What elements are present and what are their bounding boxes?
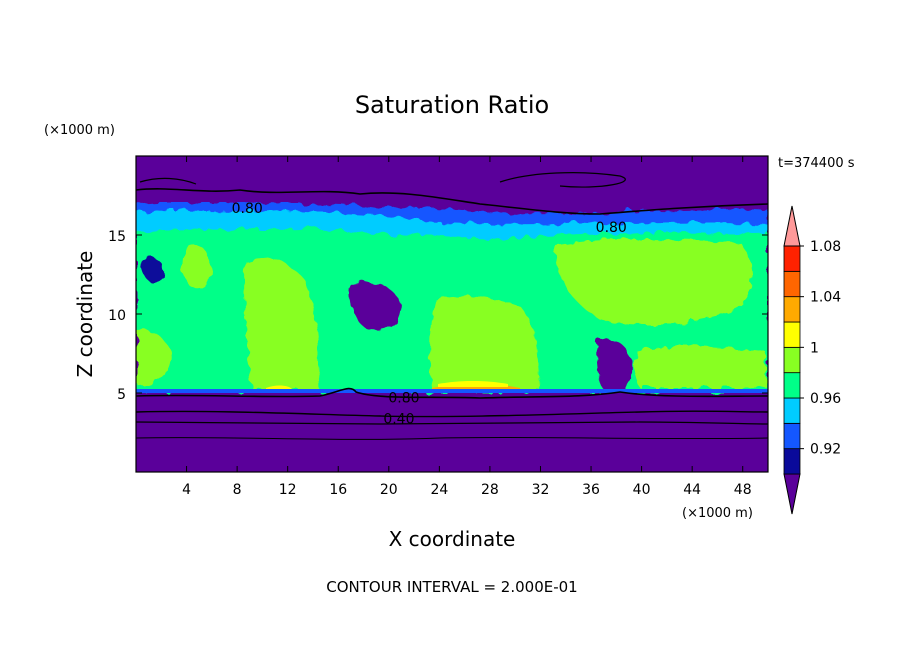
time-label: t=374400 s — [778, 156, 855, 171]
contour-label: 0.80 — [388, 391, 419, 407]
y-unit-label: (×1000 m) — [44, 123, 115, 138]
colorbar-box — [783, 321, 801, 348]
contour-label: 0.40 — [383, 411, 414, 427]
colorbar: 0.92 0.96 1 1.04 1.08 — [783, 205, 841, 515]
field-area: 0.80 0.80 0.80 0.40 — [136, 156, 768, 472]
y-tick-label: 10 — [108, 308, 126, 324]
y-axis-label: Z coordinate — [73, 251, 97, 378]
y-ticks: 5 10 15 — [108, 229, 768, 403]
colorbar-box — [783, 270, 801, 298]
contour-label: 0.80 — [596, 220, 627, 236]
x-tick-label: 24 — [430, 482, 448, 498]
colorbar-tick-label: 1.08 — [810, 239, 841, 255]
colorbar-box — [783, 397, 801, 424]
colorbar-box — [783, 245, 801, 272]
colorbar-tick-label: 0.92 — [810, 442, 841, 458]
x-tick-label: 8 — [233, 482, 242, 498]
x-tick-label: 4 — [182, 482, 191, 498]
x-tick-label: 20 — [380, 482, 398, 498]
colorbar-box — [783, 346, 801, 374]
y-tick-label: 15 — [108, 229, 126, 245]
colorbar-under-triangle — [783, 473, 801, 515]
colorbar-tick-label: 1.04 — [810, 290, 841, 306]
colorbar-box — [783, 296, 801, 323]
chart-title: Saturation Ratio — [355, 91, 549, 119]
x-tick-label: 36 — [582, 482, 600, 498]
x-tick-label: 48 — [734, 482, 752, 498]
colorbar-box — [783, 422, 801, 450]
colorbar-tick-label: 1 — [810, 340, 819, 356]
y-tick-label: 5 — [117, 387, 126, 403]
contour-interval-note: CONTOUR INTERVAL = 2.000E-01 — [326, 578, 577, 596]
x-ticks: 4 8 12 16 20 24 28 32 36 40 44 48 — [182, 156, 752, 498]
x-unit-label: (×1000 m) — [682, 506, 753, 521]
colorbar-box — [783, 448, 801, 475]
colorbar-tick-label: 0.96 — [810, 391, 841, 407]
x-axis-label: X coordinate — [389, 527, 516, 551]
colorbar-over-triangle — [783, 205, 801, 247]
x-tick-label: 40 — [633, 482, 651, 498]
x-tick-label: 12 — [279, 482, 297, 498]
contour-label: 0.80 — [232, 201, 263, 217]
x-tick-label: 44 — [683, 482, 701, 498]
x-tick-label: 16 — [329, 482, 347, 498]
x-tick-label: 28 — [481, 482, 499, 498]
x-tick-label: 32 — [532, 482, 550, 498]
colorbar-box — [783, 372, 801, 399]
